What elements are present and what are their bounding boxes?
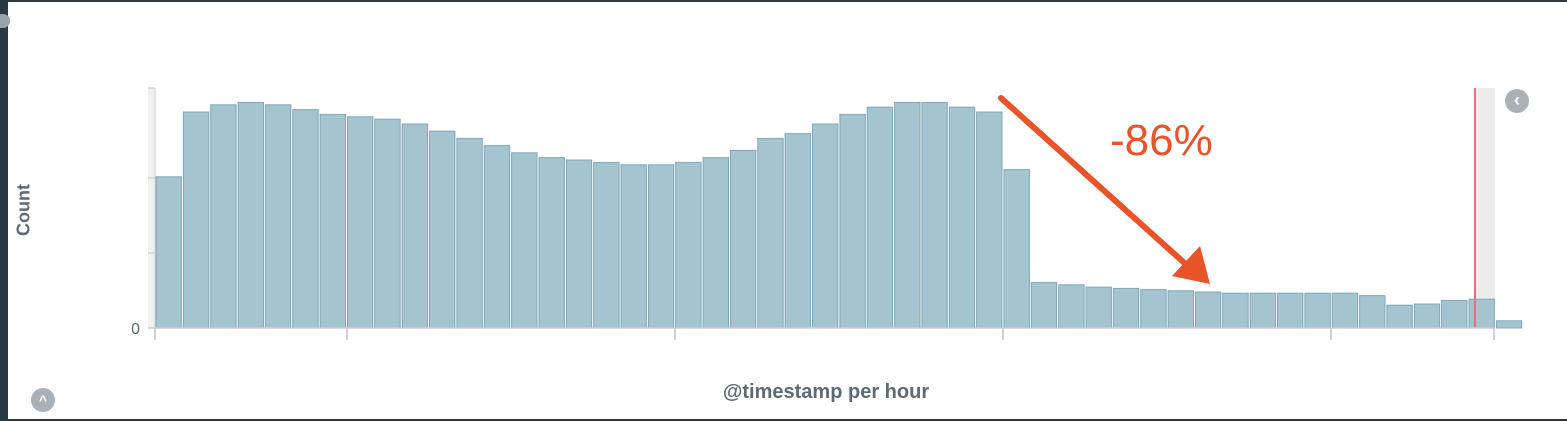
bar-8 (374, 118, 401, 329)
bar-22 (757, 137, 784, 329)
bar-38 (1195, 291, 1222, 329)
bar-20 (702, 157, 729, 329)
bar-9 (401, 123, 429, 329)
bar-24 (812, 123, 839, 329)
bar-18 (647, 164, 675, 329)
bar-40 (1249, 292, 1277, 329)
bar-21 (729, 149, 757, 329)
bar-15 (565, 159, 593, 329)
bar-33 (1058, 284, 1085, 329)
bar-23 (784, 133, 811, 329)
chevron-left-icon[interactable]: ‹ (1505, 89, 1529, 113)
bar-26 (866, 106, 894, 329)
bar-36 (1140, 289, 1167, 329)
bar-29 (948, 106, 976, 329)
bar-2 (210, 104, 237, 329)
plot-left-edge (148, 88, 156, 328)
bar-49 (1495, 320, 1523, 329)
bar-28 (921, 101, 948, 329)
bar-1 (182, 111, 210, 329)
bar-6 (319, 113, 347, 329)
bar-5 (292, 109, 319, 329)
bar-19 (675, 161, 702, 329)
bar-14 (538, 157, 565, 329)
panel-edge-handle[interactable] (0, 14, 10, 28)
bar-27 (894, 101, 921, 329)
bar-4 (264, 104, 292, 329)
bar-12 (483, 145, 511, 329)
x-axis-label: @timestamp per hour (722, 381, 930, 403)
bar-45 (1386, 304, 1413, 329)
bar-48 (1468, 298, 1495, 329)
chevron-up-icon[interactable]: ^ (31, 388, 55, 412)
y-tick-label-0: 0 (131, 321, 140, 338)
bar-37 (1167, 290, 1194, 329)
bar-11 (456, 137, 483, 329)
bar-17 (620, 164, 647, 329)
change-annotation: -86% (1110, 116, 1213, 165)
bar-34 (1085, 286, 1112, 329)
bar-43 (1331, 292, 1359, 329)
bar-41 (1277, 292, 1304, 329)
bar-13 (511, 152, 538, 329)
future-region (1475, 88, 1495, 328)
bar-10 (429, 130, 456, 329)
bar-47 (1441, 299, 1468, 329)
bar-39 (1222, 292, 1249, 329)
bar-7 (347, 116, 374, 329)
bar-16 (593, 161, 620, 329)
arrow-shaft (998, 95, 1193, 271)
bar-32 (1030, 281, 1058, 329)
bar-3 (237, 101, 265, 329)
arrow-head (1172, 246, 1210, 284)
bar-30 (976, 111, 1003, 329)
bar-46 (1413, 303, 1441, 329)
bar-0 (155, 176, 182, 329)
y-axis-label: Count (13, 184, 34, 236)
bar-25 (839, 113, 866, 329)
bar-31 (1003, 169, 1030, 329)
bar-42 (1304, 292, 1331, 329)
bar-44 (1359, 295, 1386, 329)
bar-35 (1112, 287, 1140, 329)
